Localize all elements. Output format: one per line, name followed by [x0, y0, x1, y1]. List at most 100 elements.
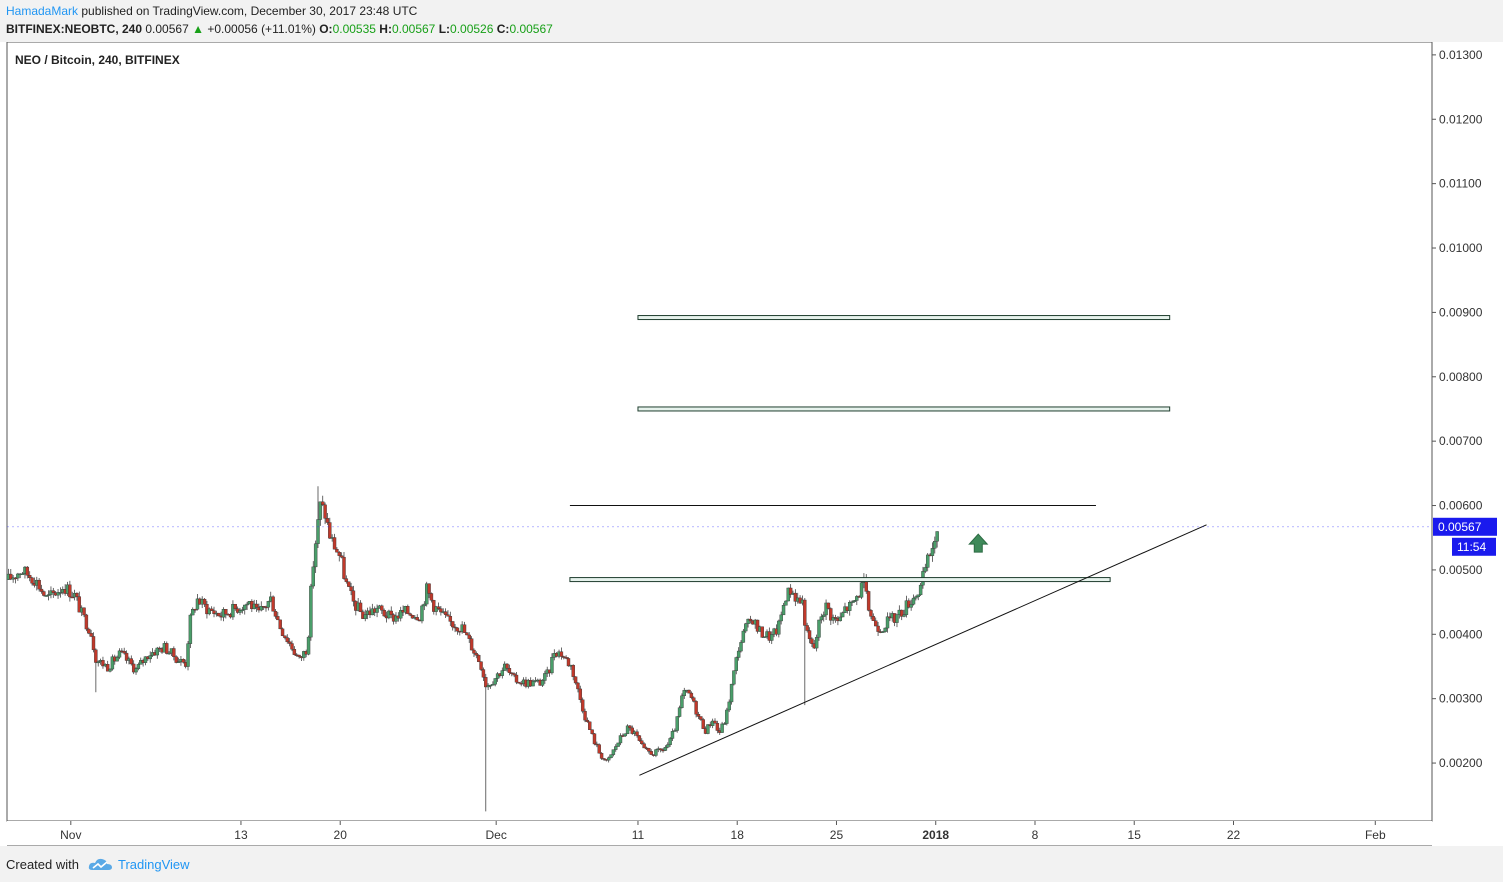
- candle-body: [290, 643, 294, 650]
- y-tick-label: 0.01300: [1439, 48, 1483, 62]
- zone-rectangle[interactable]: [637, 406, 1171, 412]
- candle-body: [914, 596, 918, 599]
- candle-body: [339, 555, 344, 558]
- candle-body: [358, 602, 363, 612]
- candle-body: [495, 673, 500, 679]
- price-chart[interactable]: 0.00200 0.00300 0.00400 0.00500 0.00600 0.007…: [0, 42, 1503, 846]
- candle-body: [136, 664, 141, 669]
- candle-body: [68, 584, 72, 598]
- candle-body: [202, 598, 207, 605]
- open-value: 0.00535: [332, 22, 376, 36]
- candle-body: [70, 596, 74, 599]
- candle-body: [465, 632, 469, 636]
- x-tick-label: 18: [731, 828, 745, 842]
- tradingview-link[interactable]: TradingView: [118, 857, 190, 872]
- candle-body: [871, 616, 876, 621]
- candle-body: [675, 716, 679, 731]
- candle-body: [687, 689, 691, 694]
- low-label: L:: [438, 22, 451, 36]
- y-tick-label: 0.01000: [1439, 241, 1483, 255]
- candle-body: [292, 649, 297, 655]
- candle-body: [543, 673, 547, 681]
- chart-header: HamadaMark published on TradingView.com,…: [0, 0, 1503, 42]
- candle-body: [328, 522, 332, 539]
- y-tick-label: 0.00300: [1439, 692, 1483, 706]
- candle-body: [273, 611, 278, 617]
- candle-body: [729, 683, 734, 703]
- candle-body: [375, 607, 379, 613]
- close-value: 0.00567: [509, 22, 553, 36]
- candle-body: [77, 596, 82, 613]
- candle-body: [455, 627, 460, 632]
- zone-rectangle[interactable]: [569, 577, 1111, 583]
- candle-body: [725, 709, 729, 724]
- candle-body: [462, 624, 467, 633]
- candle-body: [793, 592, 798, 602]
- candle-body: [479, 661, 483, 670]
- y-tick-label: 0.00800: [1439, 370, 1483, 384]
- candle-body: [89, 633, 93, 637]
- x-tick-label: Feb: [1365, 828, 1386, 842]
- candle-body: [637, 735, 642, 741]
- candle-body: [37, 579, 41, 590]
- candle-body: [176, 661, 181, 663]
- candle-body: [805, 625, 809, 631]
- y-tick-label: 0.01100: [1439, 177, 1482, 191]
- candle-body: [25, 566, 30, 576]
- time-axis[interactable]: [7, 821, 1432, 846]
- candle-body: [602, 758, 606, 760]
- candle-body: [46, 594, 51, 596]
- zone-rectangle[interactable]: [637, 315, 1171, 321]
- y-tick-label: 0.00900: [1439, 305, 1483, 319]
- candle-body: [803, 599, 807, 626]
- countdown-label: 11:54: [1457, 540, 1486, 554]
- high-label: H:: [379, 22, 392, 36]
- candle-body: [876, 625, 880, 632]
- candle-body: [476, 654, 481, 662]
- candle-body: [165, 643, 169, 654]
- candle-body: [609, 754, 613, 759]
- candle-body: [134, 668, 138, 673]
- candle-body: [715, 723, 720, 731]
- y-tick-label: 0.00600: [1439, 499, 1483, 513]
- candle-body: [472, 649, 476, 654]
- candle-body: [852, 600, 857, 602]
- candle-body: [512, 673, 516, 676]
- candle-body: [734, 657, 738, 671]
- up-arrow-icon[interactable]: [968, 533, 989, 553]
- candle-body: [918, 584, 923, 596]
- candle-body: [583, 711, 587, 721]
- candle-body: [285, 637, 289, 643]
- candle-body: [167, 652, 171, 655]
- candle-body: [911, 597, 916, 605]
- candle-body: [585, 719, 590, 723]
- candle-body: [580, 699, 585, 712]
- candle-body: [172, 648, 176, 657]
- candle-body: [283, 635, 287, 638]
- x-tick-label: Nov: [60, 828, 81, 842]
- trend-line[interactable]: [639, 524, 1207, 776]
- candle-body: [186, 643, 190, 667]
- candle-body: [174, 656, 178, 663]
- candle-body: [618, 735, 623, 744]
- plot-frame: [6, 42, 1433, 822]
- candle-body: [323, 504, 327, 519]
- candle-body: [500, 670, 505, 676]
- candles-group: [6, 486, 939, 812]
- candle-body: [30, 577, 34, 584]
- publish-info: HamadaMark published on TradingView.com,…: [6, 4, 417, 18]
- candle-body: [337, 551, 341, 556]
- candle-body: [131, 663, 136, 673]
- candle-body: [755, 619, 760, 632]
- candle-body: [117, 650, 122, 658]
- price-axis[interactable]: [1432, 42, 1503, 821]
- open-label: O:: [319, 22, 333, 36]
- candle-body: [382, 610, 386, 617]
- author-link[interactable]: HamadaMark: [6, 4, 79, 18]
- cloud-icon[interactable]: [88, 856, 114, 872]
- candle-body: [110, 656, 115, 670]
- candle-body: [817, 619, 821, 638]
- candle-body: [297, 654, 301, 657]
- candle-body: [448, 616, 453, 622]
- candle-body: [87, 628, 91, 634]
